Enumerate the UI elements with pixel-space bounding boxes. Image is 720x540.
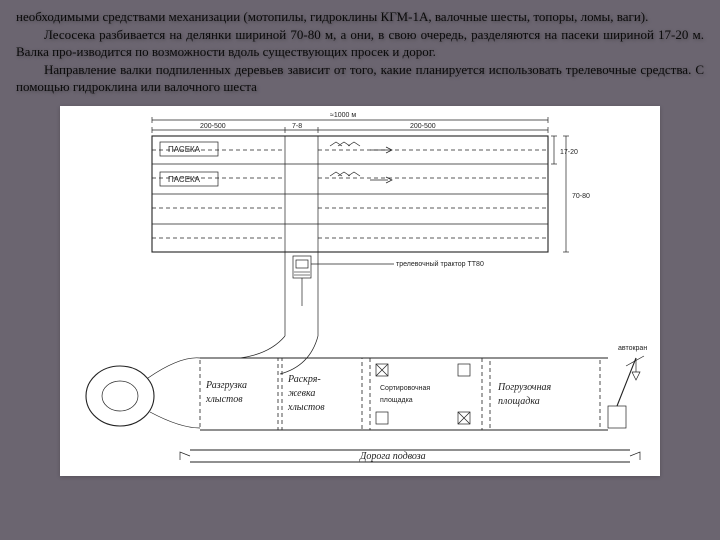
dim-total-width: ≈1000 м <box>330 112 356 119</box>
dim-col-1: 200-500 <box>200 123 226 130</box>
paragraph-1: необходимыми средствами механизации (мот… <box>16 8 704 26</box>
diagram-svg: ≈1000 м 200-500 7-8 200-500 <box>60 106 660 476</box>
tractor-icon <box>293 256 311 306</box>
block3-l2: площадка <box>380 397 413 404</box>
paragraph-3: Направление валки подпиленных деревьев з… <box>16 61 704 96</box>
block1-l2: хлыстов <box>205 394 243 405</box>
dim-col-3: 200-500 <box>410 123 436 130</box>
label-paseka-1: ПАСЕКА <box>168 145 201 154</box>
turning-loop <box>86 358 200 428</box>
crane-icon: автокран <box>608 345 647 428</box>
technical-diagram: ≈1000 м 200-500 7-8 200-500 <box>60 106 660 476</box>
crane-label: автокран <box>618 345 647 352</box>
road-label: Дорога подвоза <box>359 451 426 462</box>
paragraph-2: Лесосека разбивается на делянки шириной … <box>16 26 704 61</box>
label-paseka-2: ПАСЕКА <box>168 175 201 184</box>
block2-l2: жевка <box>288 388 315 399</box>
block2-l1: Раскря- <box>287 374 321 385</box>
block1-l1: Разгрузка <box>205 380 247 391</box>
tractor-note: трелевочный трактор ТТ80 <box>396 260 484 268</box>
dim-col-2: 7-8 <box>292 123 302 130</box>
block4-l1: Погрузочная <box>497 382 552 393</box>
block2-l3: хлыстов <box>287 402 325 413</box>
block4-l2: площадка <box>498 396 540 407</box>
dim-row-all: 70-80 <box>572 193 590 200</box>
dim-row-1: 17-20 <box>560 149 578 156</box>
block3-l1: Сортировочная <box>380 385 430 392</box>
